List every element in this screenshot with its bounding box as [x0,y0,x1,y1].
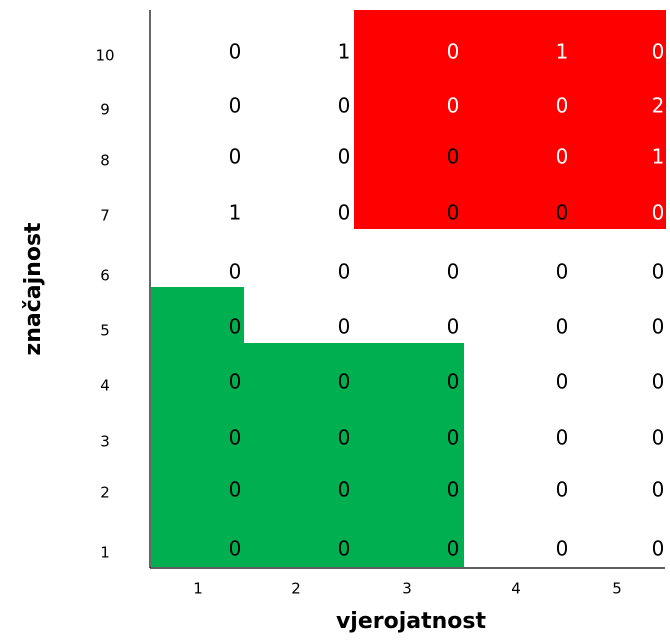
cell-value: 0 [229,40,242,64]
x-tick-label: 5 [612,580,622,598]
cell-value: 1 [229,201,242,225]
x-tick-labels: 1 2 3 4 5 [193,580,622,598]
cell-value: 0 [652,537,665,561]
cell-value: 1 [338,40,351,64]
cell-value: 0 [338,260,351,284]
cell-value: 0 [556,478,569,502]
cell-value: 0 [229,94,242,118]
y-tick-label: 6 [100,267,110,285]
cell-value: 0 [556,315,569,339]
cell-value: 1 [652,145,665,169]
cell-value: 0 [652,478,665,502]
y-tick-labels: 10 9 8 7 6 5 4 3 2 1 [95,47,114,562]
cell-value: 0 [447,315,460,339]
cell-value: 0 [338,426,351,450]
cell-value: 0 [556,426,569,450]
y-tick-label: 1 [100,544,110,562]
cell-value: 0 [229,426,242,450]
cell-value: 0 [556,537,569,561]
y-tick-label: 9 [100,101,110,119]
cell-values: 0 1 0 1 0 0 0 0 0 2 0 0 0 0 1 1 0 0 0 0 0 0 0 0 0 0 0 0 0 0 0 0 0 0 0 0 0 0 0 0… [229,40,665,561]
y-tick-label: 8 [100,152,110,170]
x-axis-title: vjerojatnost [336,609,487,634]
y-tick-label: 4 [100,377,110,395]
cell-value: 0 [652,40,665,64]
cell-value: 0 [229,260,242,284]
cell-value: 0 [229,315,242,339]
cell-value: 0 [652,201,665,225]
x-tick-label: 4 [511,580,521,598]
cell-value: 0 [229,537,242,561]
cell-value: 0 [447,370,460,394]
low-risk-zone-top [151,287,244,344]
y-tick-label: 2 [100,484,110,502]
cell-value: 0 [556,94,569,118]
cell-value: 0 [652,315,665,339]
cell-value: 0 [338,145,351,169]
y-axis-title: značajnost [21,222,46,356]
x-tick-label: 3 [402,580,412,598]
cell-value: 0 [556,145,569,169]
low-risk-zone-bottom [151,343,464,567]
cell-value: 0 [338,537,351,561]
cell-value: 0 [556,201,569,225]
cell-value: 0 [338,94,351,118]
cell-value: 0 [338,370,351,394]
y-tick-label: 5 [100,322,110,340]
cell-value: 0 [447,537,460,561]
cell-value: 0 [556,370,569,394]
x-tick-label: 2 [291,580,301,598]
cell-value: 0 [338,201,351,225]
zone-layer [151,10,666,567]
y-tick-label: 7 [100,207,110,225]
cell-value: 0 [229,370,242,394]
cell-value: 0 [652,260,665,284]
cell-value: 0 [447,201,460,225]
cell-value: 0 [229,478,242,502]
cell-value: 1 [556,40,569,64]
high-risk-zone [354,10,666,229]
cell-value: 0 [338,315,351,339]
cell-value: 0 [229,145,242,169]
cell-value: 0 [447,145,460,169]
cell-value: 0 [447,260,460,284]
cell-value: 0 [447,40,460,64]
cell-value: 0 [338,478,351,502]
y-tick-label: 10 [95,47,114,65]
cell-value: 0 [652,370,665,394]
cell-value: 0 [447,478,460,502]
cell-value: 0 [652,426,665,450]
cell-value: 0 [556,260,569,284]
cell-value: 2 [652,94,665,118]
y-tick-label: 3 [100,433,110,451]
cell-value: 0 [447,94,460,118]
cell-value: 0 [447,426,460,450]
x-tick-label: 1 [193,580,203,598]
